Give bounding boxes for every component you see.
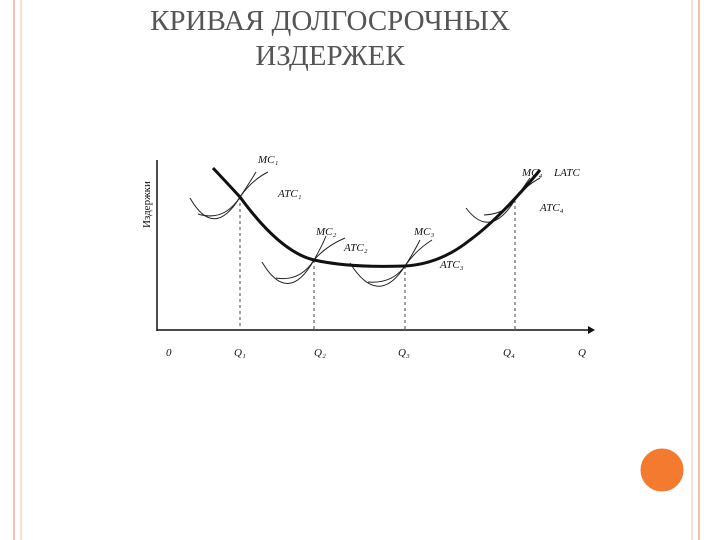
curve-label: MC₄: [521, 167, 543, 179]
x-label: Q₁: [234, 347, 246, 359]
x-label: Q: [578, 347, 586, 359]
curve-label: MC₁: [257, 154, 279, 166]
curve-label: MC₃: [413, 226, 435, 238]
axis-arrow: [588, 326, 595, 334]
title-line: ИЗДЕРЖЕК: [255, 40, 405, 72]
curve-label: MC₂: [315, 226, 337, 238]
y-axis-label: Издержки: [141, 181, 153, 228]
curve-label: ATC₂: [343, 242, 368, 254]
x-label: 0: [166, 347, 172, 359]
decor-circle: [637, 445, 687, 495]
curve-label: ATC₃: [439, 259, 464, 271]
x-label: Q₄: [503, 347, 515, 359]
latc-curve: [211, 166, 542, 268]
x-label: Q₂: [314, 347, 326, 359]
curve-label: ATC₁: [277, 188, 302, 200]
curve-label: LATC: [553, 167, 581, 179]
curve-label: ATC₄: [539, 202, 564, 214]
title-line: КРИВАЯ ДОЛГОСРОЧНЫХ: [150, 5, 510, 37]
x-label: Q₃: [398, 347, 410, 359]
